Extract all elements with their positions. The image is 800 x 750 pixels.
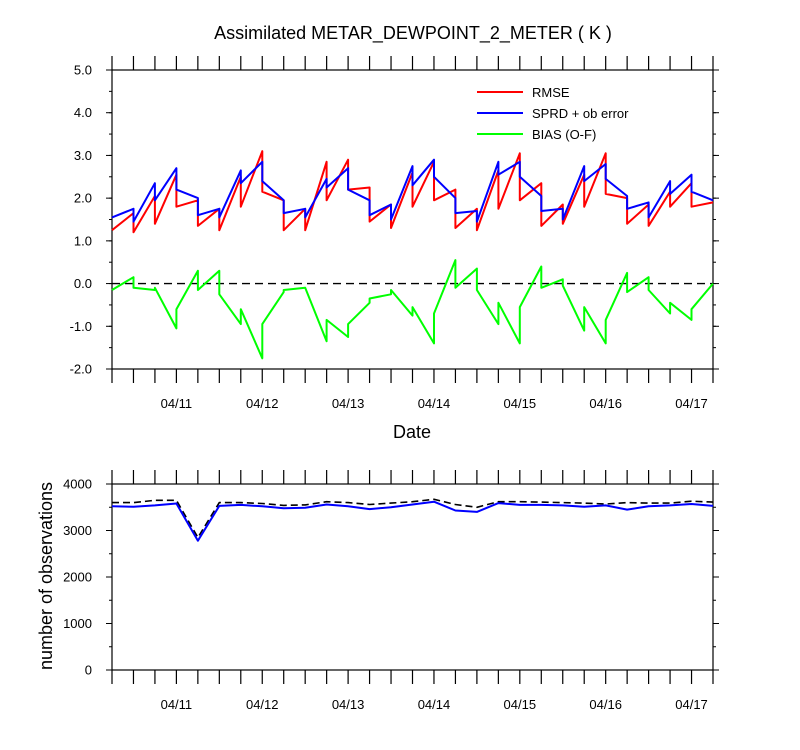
- legend: RMSE SPRD + ob error BIAS (O-F): [477, 85, 629, 142]
- series-line-sprd-ob-error: [111, 158, 714, 223]
- y-tick-label: 3000: [63, 523, 92, 538]
- y-tick-label: -2.0: [70, 362, 92, 377]
- x-tick-label: 04/15: [504, 697, 537, 712]
- x-tick-label: 04/11: [161, 697, 193, 712]
- series-line-obs-0: [112, 498, 714, 539]
- y-tick-label: 1000: [63, 616, 92, 631]
- top-panel: -2.0 -1.0 0.0 1.0 2.0 3.0 4.0 5.0 04/11 04/12 04/1…: [70, 56, 719, 411]
- series-line-obs-1: [111, 500, 714, 542]
- x-tick-label: 04/14: [418, 697, 451, 712]
- y-tick-label: 0: [85, 663, 92, 678]
- bottom-panel: 0 1000 2000 3000 4000 04/11 04/12 04/13 04/14 04/…: [63, 470, 719, 712]
- x-tick-label: 04/11: [161, 396, 193, 411]
- x-tick-label: 04/14: [418, 396, 451, 411]
- x-tick-label: 04/16: [589, 697, 622, 712]
- x-tick-label: 04/12: [246, 396, 279, 411]
- y-tick-label: 0.0: [74, 276, 92, 291]
- y-tick-label: 5.0: [74, 63, 92, 78]
- y-tick-label: 4000: [63, 477, 92, 492]
- x-tick-label: 04/12: [246, 697, 279, 712]
- y-axis-title-observations: number of observations: [36, 482, 56, 670]
- chart-title: Assimilated METAR_DEWPOINT_2_METER ( K ): [214, 23, 612, 44]
- legend-label: SPRD + ob error: [532, 106, 629, 121]
- x-tick-label: 04/17: [675, 396, 708, 411]
- y-tick-label: 4.0: [74, 105, 92, 120]
- y-tick-label: 1.0: [74, 233, 92, 248]
- y-tick-label: 3.0: [74, 148, 92, 163]
- y-tick-label: 2.0: [74, 191, 92, 206]
- x-tick-label: 04/17: [675, 697, 708, 712]
- legend-label: BIAS (O-F): [532, 127, 596, 142]
- y-tick-label: -1.0: [70, 319, 92, 334]
- x-axis-title: Date: [393, 422, 431, 442]
- x-tick-label: 04/13: [332, 697, 365, 712]
- x-tick-label: 04/16: [589, 396, 622, 411]
- plot-frame: [111, 483, 714, 671]
- x-tick-label: 04/15: [504, 396, 537, 411]
- x-tick-label: 04/13: [332, 396, 365, 411]
- y-tick-label: 2000: [63, 570, 92, 585]
- series-line-bias-o-f-: [111, 259, 714, 360]
- legend-label: RMSE: [532, 85, 570, 100]
